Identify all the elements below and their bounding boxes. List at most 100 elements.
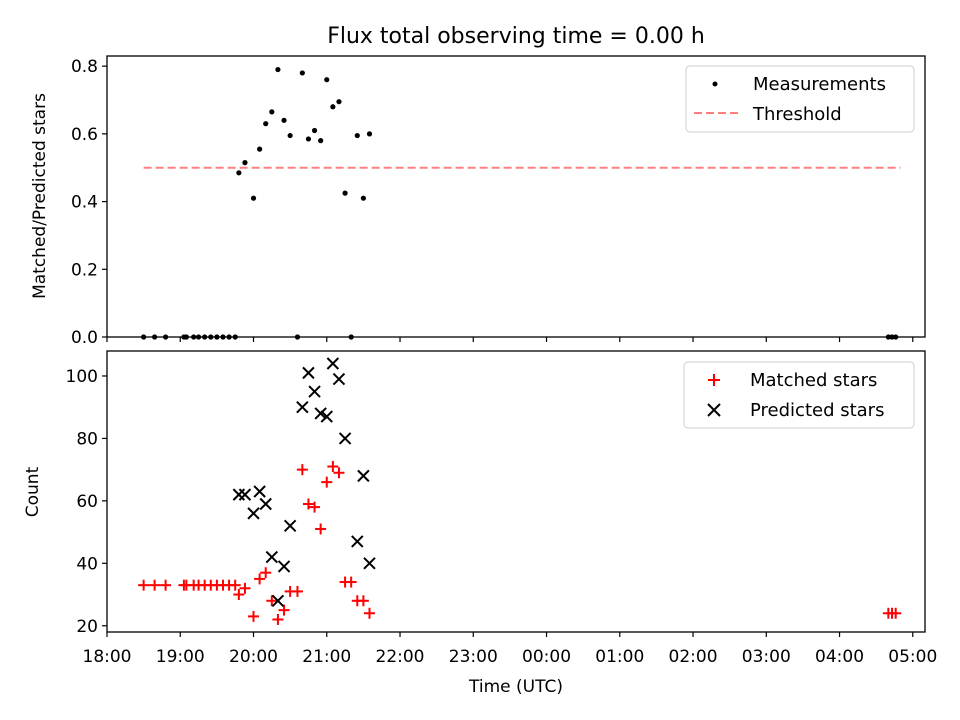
- top-legend: Measurements Threshold: [685, 65, 915, 133]
- predicted-star-point: [320, 410, 333, 423]
- top-panel: 0.00.20.40.60.8 Matched/Predicted stars …: [30, 55, 926, 348]
- measurement-point: [275, 66, 281, 73]
- matched-legend-label: Matched stars: [750, 370, 877, 391]
- top-y-tick-label: 0.8: [71, 57, 98, 77]
- measurement-point: [311, 127, 318, 134]
- bottom-y-tick-label: 60: [76, 492, 98, 512]
- top-y-axis-label: Matched/Predicted stars: [30, 93, 50, 299]
- matched-star-point: [239, 582, 251, 594]
- matched-star-point: [229, 579, 241, 591]
- x-tick-label: 18:00: [83, 647, 132, 667]
- top-y-tick-label: 0.4: [71, 193, 98, 213]
- predicted-star-point: [271, 594, 285, 607]
- matched-star-point: [333, 467, 345, 479]
- matched-star-point: [266, 595, 278, 607]
- measurement-point: [324, 77, 330, 83]
- matched-star-point: [321, 476, 333, 488]
- matched-star-point: [149, 579, 161, 591]
- measurement-point: [336, 99, 342, 105]
- x-tick-label: 23:00: [449, 647, 498, 667]
- predicted-star-point: [302, 366, 315, 380]
- x-tick-label: 02:00: [669, 647, 718, 667]
- bottom-axes-frame: [106, 350, 926, 633]
- predicted-star-point: [238, 488, 252, 501]
- bottom-y-tick-label: 40: [76, 554, 98, 574]
- matched-star-point: [890, 607, 902, 619]
- bottom-legend: Matched stars Predicted stars: [683, 361, 915, 429]
- predicted-star-point: [277, 560, 291, 573]
- matched-star-point: [302, 498, 314, 510]
- predicted-legend-marker: [707, 403, 721, 417]
- predicted-star-point: [283, 519, 297, 533]
- x-tick-label: 05:00: [888, 647, 937, 667]
- matched-star-point: [272, 614, 284, 626]
- measurement-point: [269, 109, 275, 115]
- x-tick-label: 20:00: [229, 647, 278, 667]
- measurement-point: [366, 131, 373, 137]
- predicted-legend-label: Predicted stars: [750, 400, 884, 421]
- bottom-y-tick-label: 20: [76, 617, 98, 637]
- bottom-y-ticks: 20 40 60 80 100: [66, 367, 107, 637]
- matched-legend-marker: [708, 374, 720, 386]
- measurement-point: [257, 146, 263, 152]
- matched-star-point: [345, 576, 357, 588]
- x-tick-label: 00:00: [522, 647, 571, 667]
- bottom-panel: 20 40 60 80 100 18:00 19:00 20:00 21:00 22:00 23:…: [23, 350, 937, 667]
- x-tick-label: 01:00: [595, 647, 644, 667]
- matched-star-point: [233, 589, 245, 601]
- measurements-legend-marker: [712, 81, 718, 87]
- predicted-star-point: [357, 469, 370, 483]
- predicted-star-point: [351, 535, 364, 548]
- matched-star-point: [254, 573, 266, 585]
- measurements-legend-label: Measurements: [753, 74, 886, 95]
- bottom-y-tick-label: 100: [66, 367, 98, 387]
- measurement-point: [250, 195, 257, 201]
- matched-star-point: [363, 607, 375, 619]
- predicted-star-point: [259, 497, 272, 511]
- matched-star-point: [278, 604, 290, 616]
- x-axis-label: Time (UTC): [468, 677, 563, 697]
- measurement-point: [263, 121, 269, 127]
- predicted-star-point: [308, 385, 321, 398]
- threshold-legend-label: Threshold: [752, 104, 842, 125]
- measurement-point: [281, 117, 287, 123]
- matched-star-point: [309, 501, 321, 513]
- bottom-series: [138, 357, 902, 626]
- top-legend-box: [685, 65, 915, 133]
- top-y-ticks: 0.0 0.2 0.4 0.6 0.8: [71, 57, 107, 348]
- predicted-star-point: [314, 407, 327, 420]
- top-y-tick-label: 0.0: [71, 328, 98, 348]
- matched-star-point: [291, 585, 303, 597]
- measurement-point: [236, 170, 242, 176]
- top-y-tick-label: 0.6: [71, 125, 98, 145]
- top-y-tick-label: 0.2: [71, 260, 98, 280]
- matched-star-point: [357, 595, 369, 607]
- matched-star-point: [248, 610, 260, 622]
- matched-star-point: [296, 464, 308, 476]
- matched-star-point: [138, 579, 150, 591]
- measurement-point: [305, 136, 312, 142]
- measurement-point: [330, 104, 336, 110]
- predicted-star-point: [332, 372, 346, 386]
- measurement-point: [354, 132, 360, 139]
- matched-star-point: [315, 523, 327, 535]
- matched-star-point: [327, 461, 339, 473]
- x-tick-label: 22:00: [376, 647, 425, 667]
- bottom-legend-box: [683, 361, 915, 429]
- top-axes-frame: [106, 55, 926, 338]
- measurement-point: [342, 190, 348, 196]
- predicted-star-point: [338, 432, 352, 445]
- measurement-point: [287, 132, 293, 139]
- bottom-y-tick-label: 80: [76, 429, 98, 449]
- x-tick-label: 19:00: [156, 647, 205, 667]
- top-x-ticks: [106, 337, 914, 342]
- measurement-point: [318, 138, 324, 144]
- predicted-star-point: [247, 507, 260, 520]
- bottom-y-axis-label: Count: [23, 466, 43, 517]
- measurement-point: [360, 195, 366, 201]
- matched-star-point: [160, 579, 172, 591]
- predicted-star-point: [326, 357, 340, 370]
- matched-star-point: [260, 567, 272, 579]
- x-tick-label: 21:00: [302, 647, 351, 667]
- chart-title: Flux total observing time = 0.00 h: [327, 24, 705, 49]
